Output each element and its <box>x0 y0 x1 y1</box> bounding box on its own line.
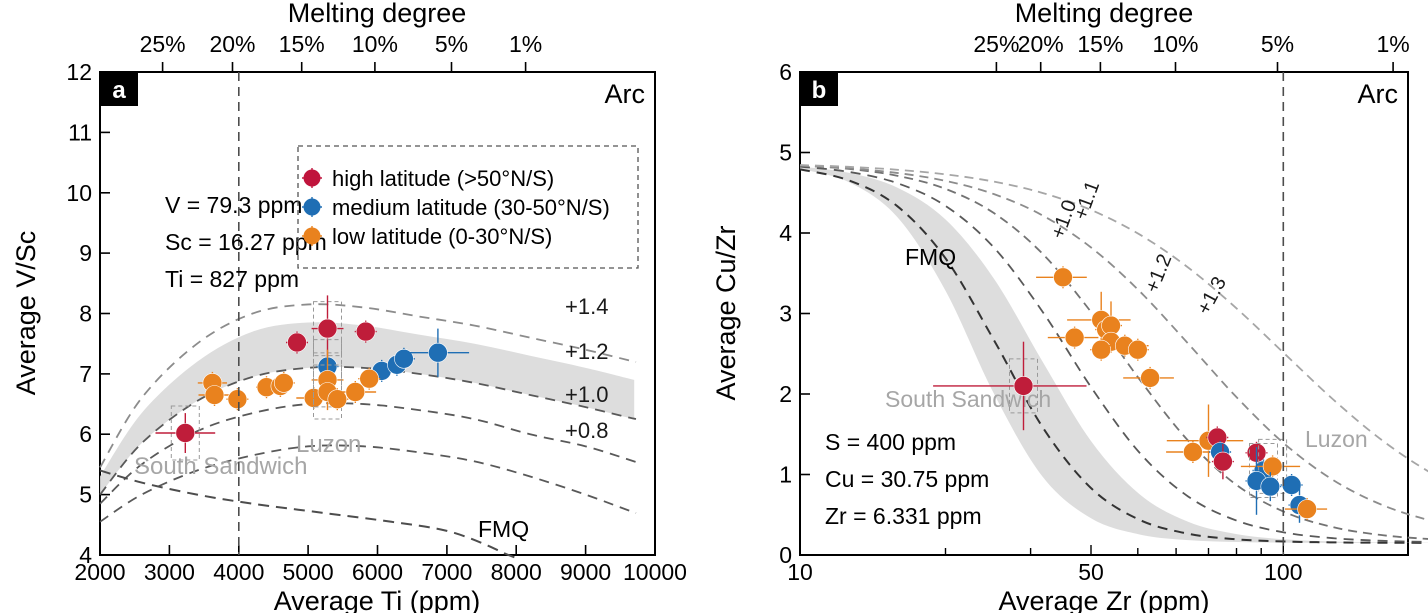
svg-text:Sc = 16.27 ppm: Sc = 16.27 ppm <box>165 229 327 255</box>
svg-text:15%: 15% <box>279 31 325 57</box>
svg-text:low latitude (0-30°N/S): low latitude (0-30°N/S) <box>332 224 552 249</box>
svg-text:S = 400 ppm: S = 400 ppm <box>825 429 956 455</box>
svg-text:6000: 6000 <box>352 559 403 585</box>
svg-text:Luzon: Luzon <box>1305 426 1368 452</box>
svg-text:Average Zr (ppm): Average Zr (ppm) <box>998 586 1209 613</box>
svg-text:5%: 5% <box>435 31 468 57</box>
svg-text:100: 100 <box>1264 559 1302 585</box>
svg-text:South Sandwich: South Sandwich <box>134 453 307 480</box>
svg-text:11: 11 <box>68 119 92 145</box>
svg-text:0: 0 <box>779 542 792 568</box>
svg-text:25%: 25% <box>140 31 186 57</box>
svg-text:1%: 1% <box>509 31 542 57</box>
svg-text:5000: 5000 <box>283 559 334 585</box>
svg-text:+1.0: +1.0 <box>565 382 608 407</box>
svg-text:10%: 10% <box>352 31 398 57</box>
svg-text:V = 79.3 ppm: V = 79.3 ppm <box>165 192 302 218</box>
svg-text:4: 4 <box>779 220 792 246</box>
svg-text:a: a <box>112 77 126 104</box>
svg-text:7000: 7000 <box>421 559 472 585</box>
svg-text:25%: 25% <box>973 31 1019 57</box>
svg-text:3: 3 <box>779 301 792 327</box>
svg-text:5: 5 <box>779 140 792 166</box>
svg-text:+1.2: +1.2 <box>565 339 608 364</box>
svg-text:10%: 10% <box>1152 31 1198 57</box>
svg-text:Melting degree: Melting degree <box>1015 0 1194 28</box>
svg-text:9: 9 <box>79 240 92 266</box>
svg-text:7: 7 <box>79 361 92 387</box>
svg-text:Average Ti (ppm): Average Ti (ppm) <box>274 586 481 613</box>
svg-text:50: 50 <box>1078 559 1104 585</box>
svg-text:Arc: Arc <box>1358 79 1399 109</box>
svg-text:FMQ: FMQ <box>478 516 529 542</box>
svg-text:1: 1 <box>779 462 792 488</box>
svg-text:6: 6 <box>79 421 92 447</box>
svg-text:Ti = 827 ppm: Ti = 827 ppm <box>165 266 299 292</box>
svg-text:medium latitude (30-50°N/S): medium latitude (30-50°N/S) <box>332 195 610 220</box>
svg-text:Cu = 30.75 ppm: Cu = 30.75 ppm <box>825 466 989 492</box>
svg-text:Average V/Sc: Average V/Sc <box>11 231 41 396</box>
svg-text:4: 4 <box>79 542 92 568</box>
svg-text:9000: 9000 <box>560 559 611 585</box>
svg-text:15%: 15% <box>1077 31 1123 57</box>
svg-text:5%: 5% <box>1261 31 1294 57</box>
svg-text:+1.4: +1.4 <box>565 294 608 319</box>
svg-text:10: 10 <box>66 180 92 206</box>
svg-text:Arc: Arc <box>605 79 646 109</box>
svg-text:5: 5 <box>79 482 92 508</box>
svg-text:1%: 1% <box>1376 31 1409 57</box>
svg-text:4000: 4000 <box>213 559 264 585</box>
svg-text:3000: 3000 <box>144 559 195 585</box>
svg-text:10000: 10000 <box>623 559 687 585</box>
svg-text:Average Cu/Zr: Average Cu/Zr <box>711 225 741 400</box>
svg-text:high latitude (>50°N/S): high latitude (>50°N/S) <box>332 166 554 191</box>
svg-text:+0.8: +0.8 <box>565 418 608 443</box>
svg-text:6: 6 <box>779 59 792 85</box>
svg-text:2: 2 <box>779 381 792 407</box>
svg-text:12: 12 <box>66 59 92 85</box>
svg-text:20%: 20% <box>209 31 255 57</box>
svg-text:8000: 8000 <box>491 559 542 585</box>
svg-text:Melting degree: Melting degree <box>288 0 467 28</box>
svg-text:8: 8 <box>79 301 92 327</box>
svg-text:b: b <box>812 77 827 104</box>
svg-text:20%: 20% <box>1018 31 1064 57</box>
svg-text:Zr = 6.331 ppm: Zr = 6.331 ppm <box>825 503 982 529</box>
svg-text:FMQ: FMQ <box>905 244 956 270</box>
